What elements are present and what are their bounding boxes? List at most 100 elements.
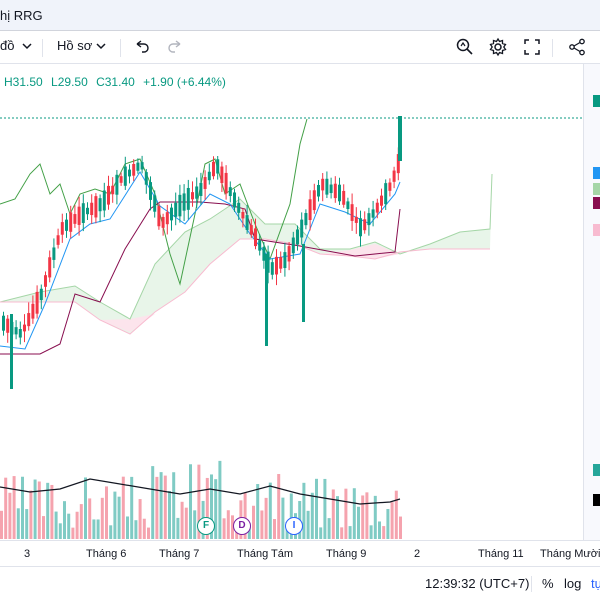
volume-bar: [361, 495, 365, 539]
candle-body: [98, 198, 102, 212]
volume-bar: [252, 505, 255, 539]
volume-bar: [302, 482, 306, 539]
candle-body: [18, 329, 22, 338]
event-marker-d[interactable]: D: [233, 517, 251, 535]
candle-body: [296, 229, 299, 245]
volume-bar: [67, 513, 71, 539]
volume-bar: [142, 518, 146, 539]
candle-body: [144, 172, 148, 185]
percent-toggle[interactable]: %: [542, 576, 554, 591]
candle-body: [241, 211, 245, 219]
volume-bar: [163, 475, 167, 539]
candle-body: [312, 190, 316, 211]
candle-body: [384, 183, 388, 205]
volume-bar: [197, 464, 201, 539]
volume-bar: [205, 477, 209, 539]
fullscreen-icon[interactable]: [523, 38, 541, 56]
candle-body: [73, 214, 77, 224]
event-marker-i[interactable]: I: [285, 517, 303, 535]
candle-body: [388, 182, 392, 191]
x-tick-label: Tháng 11: [478, 548, 524, 560]
toolbar-divider: [531, 576, 532, 592]
event-marker-f[interactable]: F: [197, 517, 215, 535]
volume-bar: [155, 476, 159, 539]
volume-bar: [58, 523, 62, 539]
candle-body: [203, 177, 207, 189]
candle-body: [195, 186, 199, 199]
snapshot-search-icon[interactable]: [455, 37, 475, 57]
volume-bar: [323, 478, 327, 539]
kumo-cloud: [0, 174, 492, 334]
profile-button[interactable]: Hồ sơ: [57, 38, 93, 53]
chevron-down-icon[interactable]: [22, 42, 32, 50]
volume-bar: [29, 490, 33, 539]
volume-bar: [8, 492, 12, 539]
volume-bar: [310, 492, 314, 539]
auto-toggle[interactable]: tự: [591, 576, 600, 591]
volume-bar: [25, 509, 29, 539]
candle-body: [375, 202, 379, 213]
time-axis[interactable]: 3 Tháng 6 Tháng 7 Tháng Tám Tháng 9 2 Th…: [0, 540, 600, 567]
candle-body: [182, 193, 186, 211]
volume-bar: [71, 527, 75, 539]
volume-bar: [46, 482, 50, 539]
volume-bar: [214, 479, 218, 539]
volume-bar: [4, 477, 8, 539]
gear-icon[interactable]: [488, 37, 508, 57]
volume-bar: [0, 510, 3, 539]
volume-bar: [327, 518, 331, 539]
candle-body: [216, 159, 220, 174]
chevron-down-icon[interactable]: [96, 42, 106, 50]
volume-bar: [273, 519, 276, 539]
window-titlebar: hị RRG: [0, 0, 600, 31]
candle-body: [39, 288, 43, 301]
volume-bar: [277, 474, 281, 539]
volume-bar: [218, 460, 222, 539]
volume-bar: [21, 476, 24, 539]
volume-bar: [96, 519, 100, 539]
candle-body: [346, 201, 350, 209]
candle-body: [258, 240, 262, 251]
volume-bar: [16, 508, 20, 539]
volume-bar: [357, 506, 360, 539]
candle-body: [212, 161, 215, 177]
candle-body: [304, 213, 308, 226]
volume-bar: [319, 527, 323, 539]
redo-icon[interactable]: [167, 39, 183, 55]
candle-body: [157, 206, 161, 227]
candle-body: [56, 235, 60, 245]
candle-body: [111, 185, 115, 195]
log-toggle[interactable]: log: [564, 576, 582, 591]
candle-body: [279, 257, 283, 269]
clock-timezone[interactable]: 12:39:32 (UTC+7): [425, 576, 530, 591]
x-tick-label: Tháng 6: [86, 548, 127, 560]
volume-bar: [42, 516, 45, 539]
price-scale-marker: [593, 494, 600, 506]
volume-bar: [100, 497, 104, 539]
candle-body: [23, 324, 26, 332]
candle-body: [136, 162, 140, 171]
candle-body: [363, 219, 367, 231]
volume-bar: [113, 491, 117, 539]
candle-body: [161, 216, 165, 228]
x-tick-label: 2: [414, 548, 421, 560]
volume-bar: [172, 472, 176, 539]
candle-body: [228, 187, 232, 197]
candle-body: [90, 202, 94, 216]
candle-body: [262, 246, 266, 261]
volume-bar: [147, 527, 150, 539]
share-icon[interactable]: [568, 38, 586, 56]
chart-type-button[interactable]: đồ: [0, 38, 15, 53]
candle-body: [115, 174, 119, 195]
volume-bar: [373, 495, 377, 539]
candle-body: [14, 327, 18, 335]
candle-body: [191, 192, 194, 200]
volume-bar: [382, 526, 386, 539]
volume-bar: [210, 474, 213, 539]
volume-bar: [306, 510, 310, 539]
candle-body: [266, 251, 270, 273]
candle-body: [149, 182, 152, 200]
undo-icon[interactable]: [134, 39, 150, 55]
candle-body: [170, 207, 173, 221]
price-chart[interactable]: [0, 64, 583, 540]
